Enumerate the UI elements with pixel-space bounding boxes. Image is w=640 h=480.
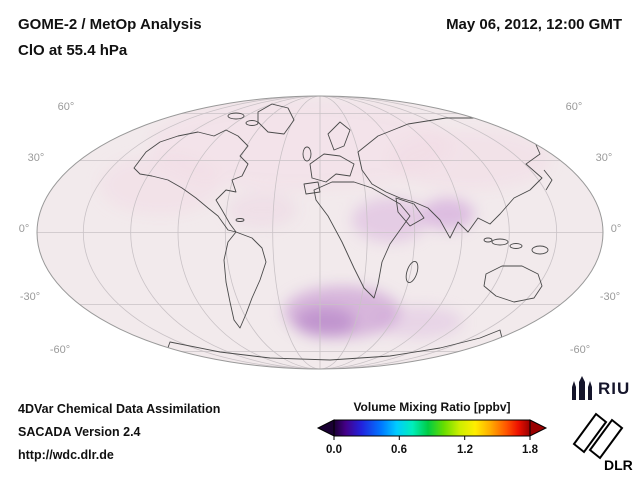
lat-label-left-60: 60°: [57, 101, 75, 113]
lat-label-right-30: 30°: [595, 152, 613, 164]
dlr-wing-icon-2: [588, 418, 624, 460]
page-title: GOME-2 / MetOp Analysis: [18, 16, 202, 33]
colorbar-gradient: [333, 419, 531, 437]
footer-line-assimilation: 4DVar Chemical Data Assimilation: [18, 402, 221, 416]
colorbar-tick-12: 1.2: [457, 444, 473, 456]
footer-line-url: http://wdc.dlr.de: [18, 448, 114, 462]
colorbar-left-arrow: [316, 419, 335, 437]
colorbar-title: Volume Mixing Ratio [ppbv]: [353, 400, 511, 414]
colorbar-tick-18: 1.8: [522, 444, 538, 456]
colorbar-tick-0: 0.0: [326, 444, 342, 456]
lat-label-right-m60: -60°: [569, 344, 591, 356]
riu-logo-text: RIU: [598, 378, 631, 398]
colorbar: [316, 419, 548, 440]
map-boundary: [36, 95, 604, 370]
clo-field-layer: [100, 100, 550, 338]
lat-label-left-0: 0°: [18, 223, 30, 235]
colorbar-right-arrow: [529, 419, 548, 437]
lat-label-left-30: 30°: [27, 152, 45, 164]
lat-label-right-60: 60°: [565, 101, 583, 113]
dlr-wing-icon: [572, 412, 608, 454]
page-subtitle: ClO at 55.4 hPa: [18, 42, 128, 59]
timestamp: May 06, 2012, 12:00 GMT: [446, 16, 622, 33]
colorbar-tick-06: 0.6: [391, 444, 407, 456]
continent-outlines: [133, 103, 573, 369]
lat-label-right-0: 0°: [610, 223, 622, 235]
dlr-logo: DLR: [572, 412, 633, 473]
world-map: [36, 95, 604, 370]
footer-line-version: SACADA Version 2.4: [18, 425, 141, 439]
riu-logo: RIU: [570, 376, 630, 401]
riu-cathedral-icon: [572, 376, 592, 400]
lat-label-right-m30: -30°: [599, 291, 621, 303]
lat-label-left-m30: -30°: [19, 291, 41, 303]
lat-label-left-m60: -60°: [49, 344, 71, 356]
colorbar-ticks: [333, 436, 531, 440]
dlr-logo-text: DLR: [604, 457, 633, 473]
